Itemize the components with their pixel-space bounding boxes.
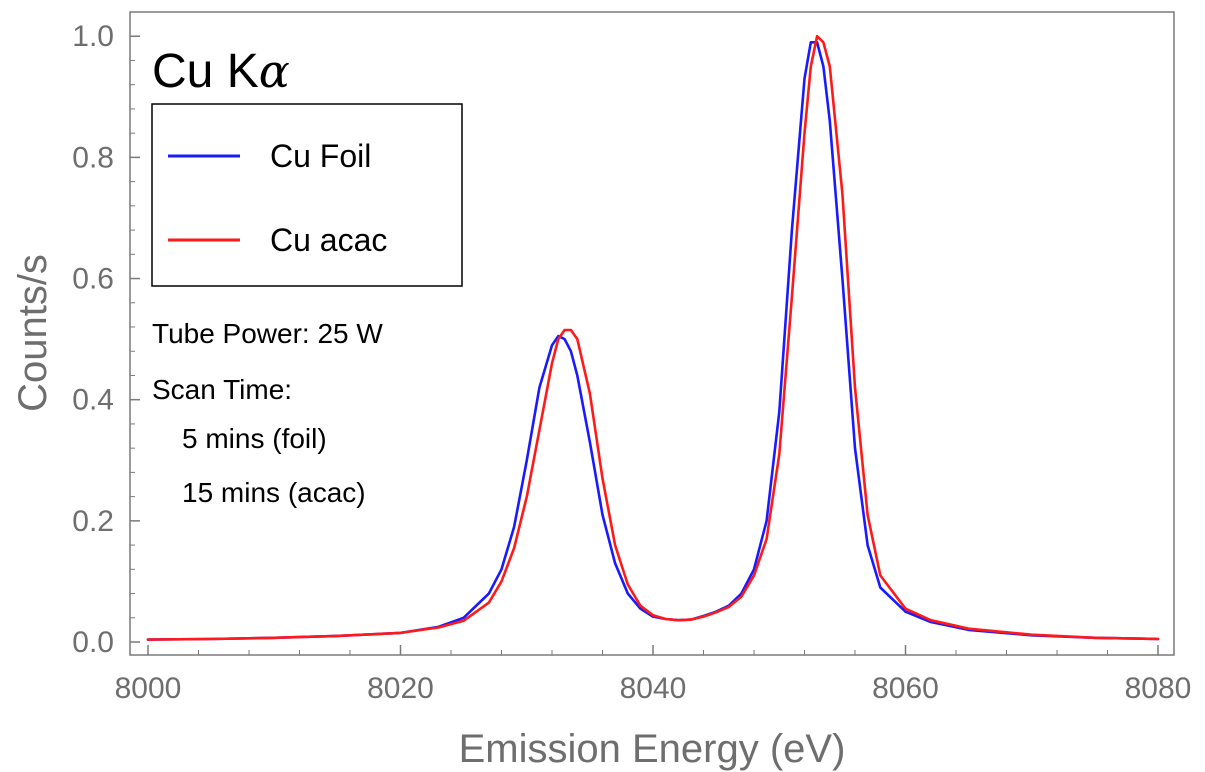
x-tick-label: 8060 <box>872 672 939 705</box>
y-tick-label: 0.4 <box>72 384 114 417</box>
series-line-cu-acac <box>146 34 1160 641</box>
y-axis-title: Counts/s <box>11 254 55 412</box>
chart-title: Cu Kα <box>152 44 290 98</box>
plot-frame <box>129 11 1175 656</box>
x-axis: 8000 8020 8040 8060 8080 <box>115 645 1192 705</box>
x-axis-title: Emission Energy (eV) <box>459 727 846 771</box>
y-tick-label: 1.0 <box>72 20 114 53</box>
y-tick-label: 0.0 <box>72 626 114 659</box>
legend: Cu Foil Cu acac <box>151 103 463 287</box>
y-tick-label: 0.6 <box>72 263 114 296</box>
x-tick-label: 8080 <box>1125 672 1192 705</box>
annotation-tube-power: Tube Power: 25 W <box>152 318 383 349</box>
legend-label-cu-foil: Cu Foil <box>270 138 371 174</box>
series-lines <box>146 34 1160 641</box>
y-tick-label: 0.2 <box>72 505 114 538</box>
annotation-block: Tube Power: 25 W Scan Time: 5 mins (foil… <box>152 318 383 508</box>
legend-box <box>151 103 463 287</box>
legend-label-cu-acac: Cu acac <box>270 222 387 258</box>
x-tick-label: 8000 <box>115 672 182 705</box>
annotation-acac-time: 15 mins (acac) <box>182 477 366 508</box>
y-axis: 0.0 0.2 0.4 0.6 0.8 1.0 <box>72 20 140 659</box>
x-tick-label: 8040 <box>620 672 687 705</box>
annotation-foil-time: 5 mins (foil) <box>182 423 327 454</box>
y-tick-label: 0.8 <box>72 141 114 174</box>
x-tick-label: 8020 <box>367 672 434 705</box>
annotation-scan-time: Scan Time: <box>152 374 292 405</box>
